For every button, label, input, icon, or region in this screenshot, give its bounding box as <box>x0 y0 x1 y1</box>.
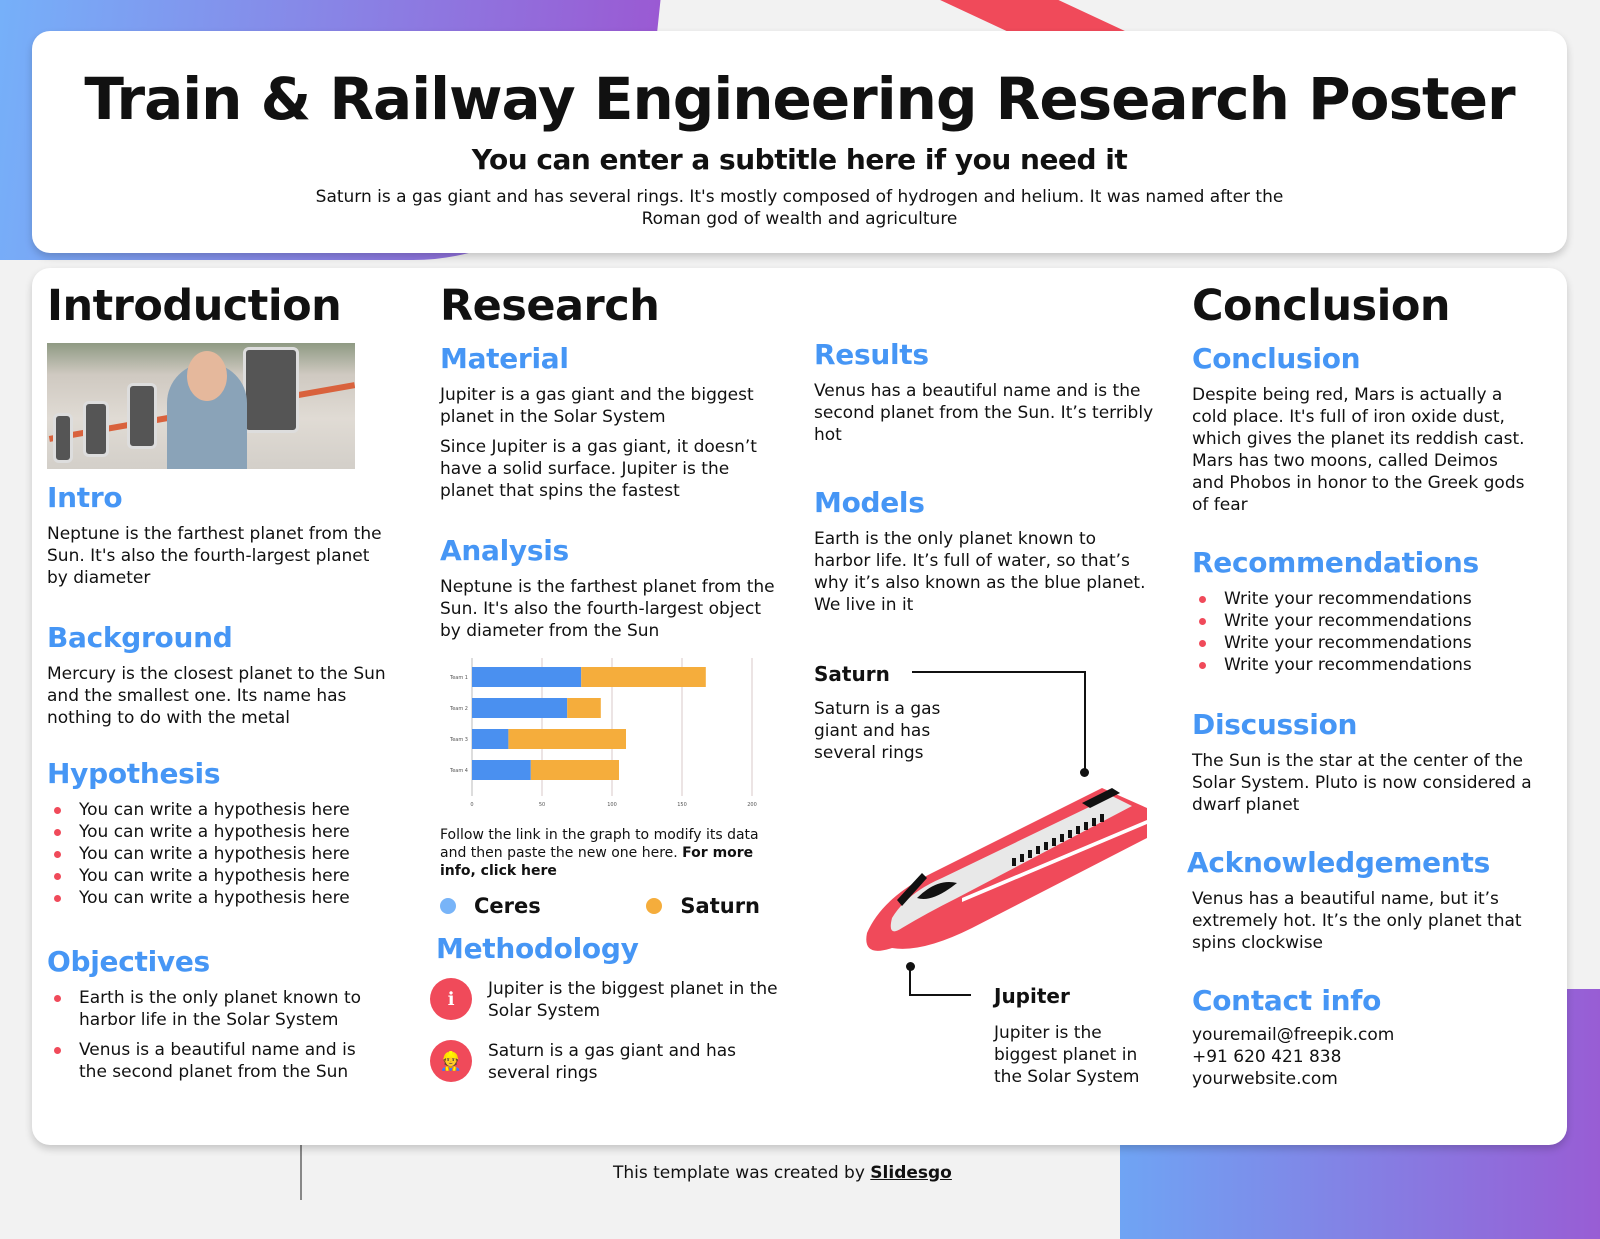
info-icon: ℹ <box>430 978 472 1020</box>
hypothesis-list: You can write a hypothesis here You can … <box>47 799 387 909</box>
conclusion-column: Conclusion Conclusion Despite being red,… <box>1187 268 1532 1090</box>
methodology-item: ℹ Jupiter is the biggest planet in the S… <box>430 978 780 1022</box>
slidesgo-link[interactable]: Slidesgo <box>870 1163 952 1183</box>
jupiter-callout-text: Jupiter is the biggest planet in the Sol… <box>994 1023 1140 1087</box>
svg-text:150: 150 <box>677 802 687 808</box>
recommendations-list: Write your recommendations Write your re… <box>1192 588 1532 676</box>
legend-item-ceres: Ceres <box>440 894 541 918</box>
footer-credit: This template was created by Slidesgo <box>613 1163 952 1183</box>
intro-title: Intro <box>47 481 123 514</box>
research-column: Research Material Jupiter is a gas giant… <box>430 268 780 1084</box>
results-title: Results <box>814 338 929 371</box>
list-item: You can write a hypothesis here <box>47 843 387 865</box>
contact-phone: +91 620 421 838 <box>1192 1047 1342 1067</box>
conclusion-text: Despite being red, Mars is actually a co… <box>1192 385 1525 515</box>
background-title: Background <box>47 621 233 654</box>
saturn-callout-title: Saturn <box>814 662 890 686</box>
callout-line <box>1084 671 1086 771</box>
callout-line <box>909 966 911 996</box>
callout-line <box>909 994 971 996</box>
introduction-heading: Introduction <box>47 281 342 331</box>
conclusion-heading: Conclusion <box>1192 281 1451 331</box>
stacked-bar-chart: 0 50 100 150 200 Team 1 Team 2 Team 3 Team 4 <box>440 656 770 826</box>
poster-subtitle: You can enter a subtitle here if you nee… <box>471 143 1128 176</box>
svg-text:100: 100 <box>607 802 617 808</box>
legend-dot-icon <box>440 898 456 914</box>
list-item: Write your recommendations <box>1192 610 1532 632</box>
list-item: Venus is a beautiful name and is the sec… <box>47 1039 387 1083</box>
introduction-column: Introduction Intro Neptune is the farthe… <box>47 268 387 1083</box>
list-item: Write your recommendations <box>1192 654 1532 676</box>
intro-photo <box>47 343 355 469</box>
list-item: You can write a hypothesis here <box>47 887 387 909</box>
recommendations-title: Recommendations <box>1192 546 1479 579</box>
list-item: You can write a hypothesis here <box>47 821 387 843</box>
analysis-title: Analysis <box>440 534 569 567</box>
conclusion-title: Conclusion <box>1192 342 1361 375</box>
contact-email[interactable]: youremail@freepik.com <box>1192 1025 1395 1045</box>
list-item: Write your recommendations <box>1192 632 1532 654</box>
main-card: Introduction Intro Neptune is the farthe… <box>32 268 1567 1145</box>
chart-svg: 0 50 100 150 200 Team 1 Team 2 Team 3 Team 4 <box>449 658 757 808</box>
list-item: Earth is the only planet known to harbor… <box>47 987 387 1031</box>
discussion-title: Discussion <box>1192 708 1358 741</box>
chart-note: Follow the link in the graph to modify i… <box>440 827 759 879</box>
research-column-2: Results Venus has a beautiful name and i… <box>814 338 1154 616</box>
saturn-callout-text: Saturn is a gas giant and has several ri… <box>814 699 941 763</box>
svg-text:Team 3: Team 3 <box>449 737 468 743</box>
analysis-text: Neptune is the farthest planet from the … <box>440 577 775 641</box>
acknowledgements-text: Venus has a beautiful name, but it’s ext… <box>1192 889 1522 953</box>
header-card: Train & Railway Engineering Research Pos… <box>32 31 1567 253</box>
background-text: Mercury is the closest planet to the Sun… <box>47 664 386 728</box>
acknowledgements-title: Acknowledgements <box>1187 846 1490 879</box>
methodology-item: 👷 Saturn is a gas giant and has several … <box>430 1040 780 1084</box>
worker-icon: 👷 <box>430 1040 472 1082</box>
poster-title: Train & Railway Engineering Research Pos… <box>84 65 1515 133</box>
objectives-list: Earth is the only planet known to harbor… <box>47 987 387 1083</box>
research-heading: Research <box>440 281 660 331</box>
rail-decoration <box>300 1140 302 1200</box>
legend-dot-icon <box>646 898 663 914</box>
more-info-link[interactable]: For more info, click here <box>440 845 754 879</box>
discussion-text: The Sun is the star at the center of the… <box>1192 751 1532 815</box>
contact-website[interactable]: yourwebsite.com <box>1192 1069 1338 1089</box>
contact-title: Contact info <box>1192 984 1382 1017</box>
callout-line <box>912 671 1086 673</box>
svg-text:50: 50 <box>539 802 545 808</box>
chart-legend: Ceres Saturn <box>440 894 760 918</box>
material-text-2: Since Jupiter is a gas giant, it doesn’t… <box>440 437 757 501</box>
methodology-title: Methodology <box>436 932 639 965</box>
train-illustration <box>866 788 1147 951</box>
intro-text: Neptune is the farthest planet from the … <box>47 524 382 588</box>
material-text-1: Jupiter is a gas giant and the biggest p… <box>440 385 754 427</box>
material-title: Material <box>440 342 569 375</box>
svg-text:200: 200 <box>747 802 757 808</box>
svg-text:0: 0 <box>470 802 473 808</box>
list-item: Write your recommendations <box>1192 588 1532 610</box>
legend-item-saturn: Saturn <box>646 894 760 918</box>
callout-dot <box>1080 768 1089 777</box>
objectives-title: Objectives <box>47 945 210 978</box>
list-item: You can write a hypothesis here <box>47 865 387 887</box>
svg-text:Team 2: Team 2 <box>449 706 468 712</box>
poster-description: Saturn is a gas giant and has several ri… <box>315 187 1284 229</box>
svg-text:Team 4: Team 4 <box>449 768 468 774</box>
models-title: Models <box>814 486 925 519</box>
results-text: Venus has a beautiful name and is the se… <box>814 381 1154 445</box>
svg-text:Team 1: Team 1 <box>449 675 468 681</box>
list-item: You can write a hypothesis here <box>47 799 387 821</box>
jupiter-callout-title: Jupiter <box>994 984 1070 1008</box>
hypothesis-title: Hypothesis <box>47 757 221 790</box>
models-text: Earth is the only planet known to harbor… <box>814 529 1146 615</box>
